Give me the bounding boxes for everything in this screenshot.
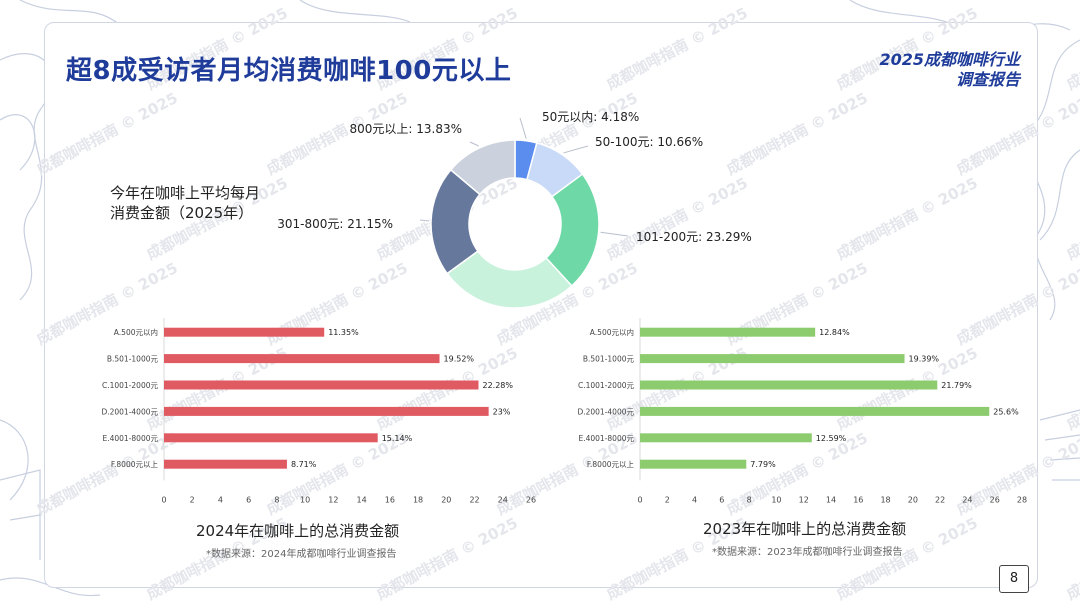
donut-slice	[446, 250, 573, 309]
category-label: B.501-1000元	[107, 355, 159, 364]
bar	[640, 433, 812, 443]
source-note-2023: *数据来源：2023年成都咖啡行业调查报告	[712, 547, 903, 558]
chart-title-2024: 2024年在咖啡上的总消费金额	[196, 522, 400, 540]
x-tick-label: 10	[300, 495, 310, 504]
bar-value-label: 19.52%	[444, 355, 475, 364]
x-tick-label: 28	[1017, 495, 1027, 504]
bar	[640, 354, 905, 364]
bar	[164, 406, 489, 416]
bar-value-label: 8.71%	[291, 460, 317, 469]
x-tick-label: 0	[637, 495, 642, 504]
bar-value-label: 15.14%	[382, 434, 413, 443]
x-tick-label: 4	[692, 495, 697, 504]
category-label: F.8000元以上	[587, 460, 635, 469]
category-label: B.501-1000元	[583, 355, 635, 364]
donut-slice	[449, 139, 516, 196]
slide-frame	[44, 22, 1038, 588]
x-tick-label: 22	[935, 495, 945, 504]
category-label: A.500元以内	[590, 327, 634, 337]
bar	[164, 433, 378, 443]
bar-value-label: 23%	[493, 407, 511, 416]
bar	[640, 380, 938, 390]
category-label: E.4001-8000元	[102, 434, 158, 443]
x-tick-label: 2	[665, 495, 670, 504]
report-brand: 2025成都咖啡行业 调查报告	[879, 50, 1020, 90]
page-title: 超8成受访者月均消费咖啡100元以上	[66, 56, 512, 86]
chart-title-2023: 2023年在咖啡上的总消费金额	[703, 520, 907, 538]
bar	[164, 459, 287, 469]
donut-leader-line	[600, 231, 629, 237]
pie-caption: 今年在咖啡上平均每月 消费金额（2025年）	[110, 183, 260, 223]
x-tick-label: 24	[962, 495, 972, 504]
x-tick-label: 6	[719, 495, 724, 504]
x-tick-label: 16	[385, 495, 395, 504]
category-label: D.2001-4000元	[577, 407, 634, 416]
x-tick-label: 12	[799, 495, 809, 504]
x-tick-label: 22	[469, 495, 479, 504]
x-tick-label: 26	[526, 495, 536, 504]
category-label: C.1001-2000元	[578, 381, 635, 390]
x-tick-label: 0	[161, 495, 166, 504]
bar-value-label: 12.84%	[819, 328, 850, 337]
x-tick-label: 20	[441, 495, 451, 504]
bar-value-label: 25.6%	[993, 407, 1019, 416]
x-tick-label: 4	[218, 495, 223, 504]
bar-value-label: 7.79%	[750, 460, 776, 469]
x-tick-label: 26	[990, 495, 1000, 504]
bar-value-label: 21.79%	[941, 381, 972, 390]
donut-leader-line	[469, 141, 479, 147]
bar	[640, 459, 747, 469]
brand-line-2: 调查报告	[955, 70, 1020, 89]
pie-caption-line-2: 消费金额（2025年）	[110, 204, 254, 222]
source-note-2024: *数据来源：2024年成都咖啡行业调查报告	[206, 549, 397, 560]
donut-slice-label: 50元以内: 4.18%	[542, 110, 639, 124]
donut-slice-label: 301-800元: 21.15%	[277, 217, 393, 231]
bar	[640, 406, 990, 416]
bar	[164, 327, 325, 337]
page-number: 8	[999, 565, 1029, 593]
donut-slice-label: 101-200元: 23.29%	[636, 230, 752, 244]
x-tick-label: 24	[498, 495, 508, 504]
donut-slice	[545, 172, 600, 287]
donut-leader-line	[419, 219, 430, 222]
bar-value-label: 22.28%	[482, 381, 513, 390]
x-tick-label: 2	[190, 495, 195, 504]
bar	[640, 327, 816, 337]
x-tick-label: 10	[771, 495, 781, 504]
x-tick-label: 16	[853, 495, 863, 504]
category-label: E.4001-8000元	[578, 434, 634, 443]
x-tick-label: 8	[274, 495, 279, 504]
bar-value-label: 11.35%	[328, 328, 359, 337]
donut-chart: 50元以内: 4.18% 50-100元: 10.66% 101-200元: 23.…	[277, 110, 752, 309]
pie-caption-line-1: 今年在咖啡上平均每月	[110, 184, 261, 202]
donut-leader-line	[563, 145, 589, 154]
x-tick-label: 6	[246, 495, 251, 504]
category-label: F.8000元以上	[111, 460, 159, 469]
donut-slice-label: 50-100元: 10.66%	[595, 135, 703, 149]
category-label: A.500元以内	[114, 327, 158, 337]
x-tick-label: 20	[908, 495, 918, 504]
bar-value-label: 19.39%	[909, 355, 940, 364]
category-label: D.2001-4000元	[101, 407, 158, 416]
x-tick-label: 18	[413, 495, 423, 504]
x-tick-label: 14	[357, 495, 367, 504]
donut-leader-line	[519, 117, 527, 139]
x-tick-label: 8	[747, 495, 752, 504]
brand-line-1: 2025成都咖啡行业	[879, 50, 1020, 69]
x-tick-label: 18	[880, 495, 890, 504]
donut-slice-label: 800元以上: 13.83%	[349, 122, 462, 136]
category-label: C.1001-2000元	[102, 381, 159, 390]
bar-chart-2023: A.500元以内 12.84% B.501-1000元 19.39% C.1001-20…	[577, 318, 1027, 504]
bar-chart-2024: A.500元以内 11.35% B.501-1000元 19.52% C.1001-20…	[101, 318, 536, 504]
bar	[164, 354, 440, 364]
bar-value-label: 12.59%	[816, 434, 847, 443]
bar	[164, 380, 479, 390]
x-tick-label: 14	[826, 495, 836, 504]
x-tick-label: 12	[328, 495, 338, 504]
